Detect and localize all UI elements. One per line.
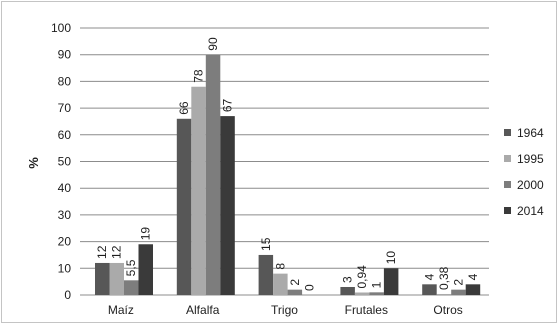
bar-1964 — [95, 262, 110, 295]
bar-1964 — [258, 254, 274, 295]
legend-swatch — [504, 129, 511, 136]
bar-1964 — [422, 284, 437, 295]
x-category-label: Maíz — [108, 303, 134, 317]
x-category-label: Otros — [433, 303, 462, 317]
data-label: 2 — [451, 279, 465, 286]
y-tick-label: 50 — [58, 155, 72, 169]
bar-2000 — [124, 280, 139, 295]
bars — [95, 54, 481, 296]
y-axis-ticks: 0 10 20 30 40 50 60 70 80 90 100 — [51, 21, 71, 302]
data-label: 12 — [110, 245, 124, 259]
data-label: 0,38 — [437, 266, 451, 290]
bar-2014 — [138, 244, 153, 295]
bar-1995 — [354, 292, 370, 295]
data-label: 12 — [95, 245, 109, 259]
y-tick-label: 100 — [51, 21, 71, 35]
x-category-label: Alfalfa — [186, 303, 220, 317]
legend-swatch — [504, 155, 511, 162]
data-label: 67 — [221, 98, 235, 112]
bar-2014 — [383, 268, 399, 295]
bar-1995 — [436, 293, 452, 295]
legend-label: 2014 — [517, 204, 544, 218]
bar-2000 — [205, 54, 221, 296]
y-tick-label: 20 — [58, 235, 72, 249]
data-label: 2 — [288, 279, 302, 286]
data-label: 0 — [302, 284, 316, 291]
bar-1995 — [273, 273, 288, 295]
data-label: 1 — [370, 281, 384, 288]
y-tick-label: 80 — [58, 74, 72, 88]
data-label: 5,5 — [124, 259, 138, 276]
y-tick-label: 10 — [58, 261, 72, 275]
bar-2000 — [369, 292, 384, 295]
y-tick-label: 30 — [58, 208, 72, 222]
legend-label: 1964 — [517, 126, 544, 140]
bar-2000 — [451, 289, 466, 295]
x-category-label: Trigo — [271, 303, 298, 317]
data-label: 66 — [177, 101, 191, 115]
bar-1995 — [191, 86, 206, 296]
data-label: 4 — [466, 273, 480, 280]
y-tick-label: 70 — [58, 101, 72, 115]
bar-1995 — [109, 262, 124, 295]
bar-2000 — [287, 289, 303, 295]
bar-2014 — [220, 116, 235, 295]
legend-swatch — [504, 207, 511, 214]
x-axis-categories: Maíz Alfalfa Trigo Frutales Otros — [108, 303, 463, 317]
y-axis-title: % — [26, 157, 41, 169]
legend: 1964 1995 2000 2014 — [504, 126, 544, 218]
data-label: 8 — [273, 263, 287, 270]
x-category-label: Frutales — [345, 303, 388, 317]
data-label: 78 — [192, 69, 206, 83]
data-label: 3 — [341, 276, 355, 283]
legend-label: 1995 — [517, 152, 544, 166]
legend-label: 2000 — [517, 178, 544, 192]
bar-2014 — [465, 284, 481, 295]
bar-1964 — [340, 286, 355, 295]
y-tick-label: 60 — [58, 128, 72, 142]
bar-1964 — [176, 118, 192, 295]
y-tick-label: 90 — [58, 48, 72, 62]
data-label: 15 — [259, 237, 273, 251]
data-label: 4 — [422, 273, 436, 280]
legend-swatch — [504, 181, 511, 188]
data-label: 0,94 — [355, 265, 369, 289]
data-label: 90 — [206, 37, 220, 51]
data-label: 10 — [384, 251, 398, 265]
data-label: 19 — [139, 227, 153, 241]
y-tick-label: 0 — [64, 288, 71, 302]
y-tick-label: 40 — [58, 181, 72, 195]
